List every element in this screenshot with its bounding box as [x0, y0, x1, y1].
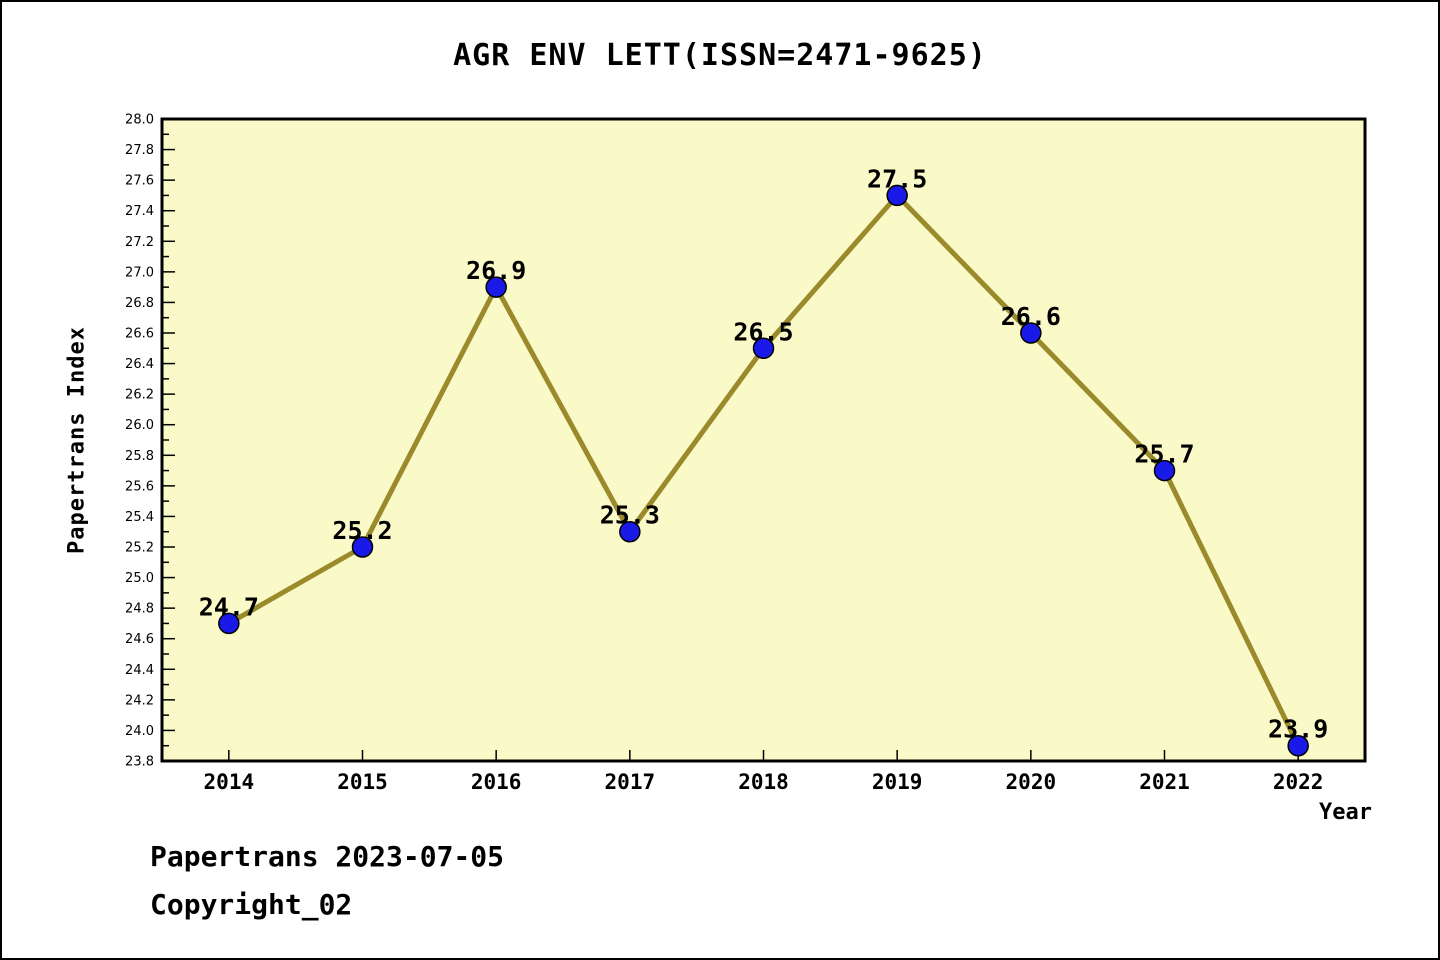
x-tick-label: 2015 — [337, 770, 388, 794]
y-tick-label: 23.8 — [125, 755, 154, 770]
footer-source-date: Papertrans 2023-07-05 — [150, 840, 505, 873]
x-axis-label: Year — [1319, 800, 1372, 825]
y-tick-label: 26.6 — [125, 327, 154, 342]
y-tick-label: 25.6 — [125, 479, 154, 494]
chart-title: AGR ENV LETT(ISSN=2471-9625) — [453, 38, 987, 73]
y-tick-label: 24.6 — [125, 632, 154, 647]
y-tick-label: 24.8 — [125, 602, 154, 617]
y-tick-label: 24.2 — [125, 693, 154, 708]
y-tick-label: 24.0 — [125, 724, 154, 739]
y-tick-label: 26.4 — [125, 357, 154, 372]
y-tick-label: 26.2 — [125, 388, 154, 403]
data-point-2022 — [1287, 734, 1309, 757]
x-tick-label: 2020 — [1006, 770, 1057, 794]
data-point-2015 — [351, 536, 374, 558]
y-tick-label: 26.8 — [125, 296, 154, 311]
x-tick-label: 2022 — [1273, 770, 1324, 794]
x-tick-label: 2019 — [872, 770, 923, 794]
x-tick-label: 2016 — [471, 770, 522, 794]
y-tick-label: 25.8 — [125, 449, 154, 464]
x-tick-label: 2021 — [1139, 770, 1190, 794]
data-point-2018 — [752, 337, 775, 360]
plot-area — [160, 117, 1367, 763]
y-tick-label: 27.0 — [125, 265, 154, 280]
y-tick-label: 25.2 — [125, 541, 154, 556]
y-tick-label: 25.0 — [125, 571, 154, 586]
y-tick-label: 25.4 — [125, 510, 154, 525]
footer-copyright: Copyright_02 — [150, 888, 353, 921]
y-tick-label: 27.4 — [125, 204, 154, 219]
data-point-2016 — [485, 276, 507, 298]
data-point-2021 — [1153, 459, 1176, 482]
data-point-2020 — [1020, 322, 1042, 344]
x-tick-label: 2014 — [204, 770, 255, 794]
data-point-2014 — [218, 612, 240, 635]
y-tick-label: 26.0 — [125, 418, 154, 433]
y-tick-label: 27.2 — [125, 235, 154, 250]
data-point-2019 — [886, 184, 908, 207]
data-point-2017 — [619, 520, 641, 543]
y-tick-label: 24.4 — [125, 663, 154, 678]
x-tick-label: 2018 — [738, 770, 789, 794]
y-tick-label: 27.6 — [125, 174, 154, 189]
y-tick-label: 28.0 — [125, 113, 154, 128]
y-tick-label: 27.8 — [125, 143, 154, 158]
x-tick-label: 2017 — [605, 770, 656, 794]
